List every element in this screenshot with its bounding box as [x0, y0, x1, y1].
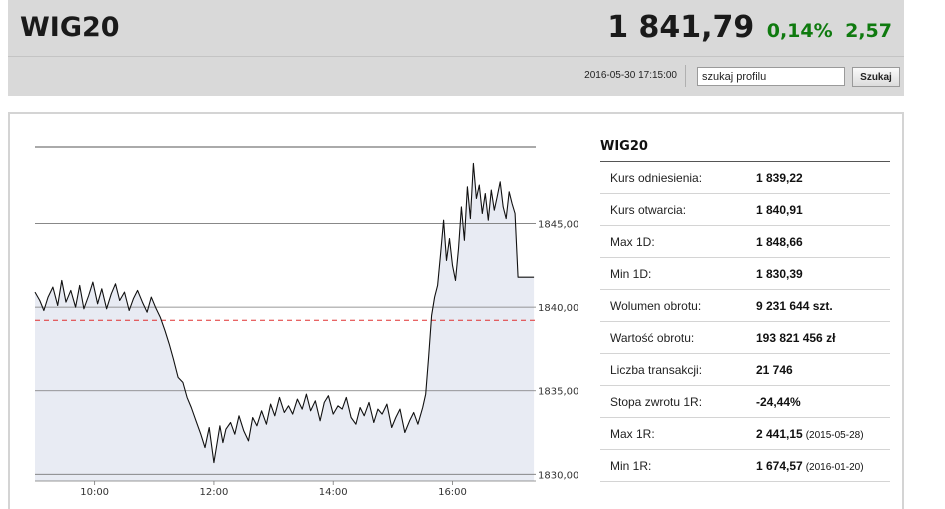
- details-row-label: Max 1R:: [610, 427, 655, 441]
- details-title: WIG20: [600, 136, 890, 162]
- intraday-chart: 1830,00 1835,00 1840,00 1845,00 10:00 12:00 14…: [18, 128, 578, 509]
- x-tick-label: 12:00: [200, 487, 229, 498]
- details-row-label: Wartość obrotu:: [610, 331, 695, 345]
- details-row: Wolumen obrotu: 9 231 644 szt.: [600, 290, 890, 322]
- details-row-label: Max 1D:: [610, 235, 655, 249]
- details-row-value-main: 1 840,91: [756, 203, 803, 217]
- details-row-label: Stopa zwrotu 1R:: [610, 395, 703, 409]
- details-row: Max 1R: 2 441,15 (2015-05-28): [600, 418, 890, 450]
- price-block: 1 841,79 0,14% 2,57: [607, 10, 892, 45]
- details-row-value: 1 840,91: [756, 203, 803, 217]
- search-button[interactable]: Szukaj: [852, 67, 900, 87]
- header-toolbar: 2016-05-30 17:15:00 Szukaj: [8, 58, 904, 96]
- details-row: Kurs otwarcia: 1 840,91: [600, 194, 890, 226]
- details-row-value: 1 848,66: [756, 235, 803, 249]
- details-row-value-main: 21 746: [756, 363, 793, 377]
- details-row-value: 1 839,22: [756, 171, 803, 185]
- details-row-value: 1 674,57 (2016-01-20): [756, 459, 864, 473]
- details-row-value: -24,44%: [756, 395, 801, 409]
- y-tick-label: 1840,00: [538, 303, 578, 314]
- details-row: Kurs odniesienia: 1 839,22: [600, 162, 890, 194]
- details-row-value: 9 231 644 szt.: [756, 299, 833, 313]
- details-row-value-main: 9 231 644 szt.: [756, 299, 833, 313]
- intraday-chart-svg: 1830,00 1835,00 1840,00 1845,00 10:00 12:00 14…: [34, 146, 578, 498]
- quote-details: WIG20 Kurs odniesienia: 1 839,22 Kurs otwa…: [600, 136, 890, 482]
- ticker-symbol: WIG20: [20, 12, 120, 43]
- details-row-label: Wolumen obrotu:: [610, 299, 702, 313]
- details-row: Wartość obrotu: 193 821 456 zł: [600, 322, 890, 354]
- details-row-value-main: -24,44%: [756, 395, 801, 409]
- quote-summary: WIG20 1 841,79 0,14% 2,57: [8, 0, 904, 57]
- details-table: Kurs odniesienia: 1 839,22 Kurs otwarcia: 1…: [600, 162, 890, 482]
- quote-timestamp: 2016-05-30 17:15:00: [584, 65, 686, 87]
- details-row-value: 2 441,15 (2015-05-28): [756, 427, 864, 441]
- price-area: [35, 163, 535, 481]
- x-tick-label: 10:00: [80, 487, 109, 498]
- price-line: [34, 162, 535, 464]
- details-row-value-main: 193 821 456 zł: [756, 331, 836, 345]
- x-tick-label: 14:00: [319, 487, 348, 498]
- x-tick-label: 16:00: [438, 487, 467, 498]
- details-row-value: 193 821 456 zł: [756, 331, 835, 345]
- details-row-label: Min 1D:: [610, 267, 652, 281]
- details-row-value-main: 1 839,22: [756, 171, 803, 185]
- details-row-value: 21 746: [756, 363, 793, 377]
- details-row-label: Min 1R:: [610, 459, 652, 473]
- profile-search-input[interactable]: [697, 67, 845, 86]
- change-absolute: 2,57: [845, 20, 892, 42]
- details-row-value-main: 1 830,39: [756, 267, 803, 281]
- details-row-note: (2016-01-20): [805, 462, 864, 473]
- details-row-note: (2015-05-28): [805, 430, 864, 441]
- details-row: Stopa zwrotu 1R: -24,44%: [600, 386, 890, 418]
- details-row-value-main: 1 674,57: [756, 459, 803, 473]
- details-row-label: Liczba transakcji:: [610, 363, 703, 377]
- details-row: Min 1D: 1 830,39: [600, 258, 890, 290]
- y-tick-label: 1830,00: [538, 470, 578, 481]
- details-row-value-main: 1 848,66: [756, 235, 803, 249]
- details-row: Max 1D: 1 848,66: [600, 226, 890, 258]
- details-row: Min 1R: 1 674,57 (2016-01-20): [600, 450, 890, 482]
- change-percent: 0,14%: [766, 20, 833, 42]
- details-row: Liczba transakcji: 21 746: [600, 354, 890, 386]
- details-row-label: Kurs otwarcia:: [610, 203, 687, 217]
- y-tick-label: 1845,00: [538, 220, 578, 231]
- details-row-value: 1 830,39: [756, 267, 803, 281]
- quote-header: WIG20 1 841,79 0,14% 2,57 2016-05-30 17:…: [8, 0, 904, 96]
- last-price: 1 841,79: [607, 10, 755, 45]
- y-tick-label: 1835,00: [538, 387, 578, 398]
- details-row-value-main: 2 441,15: [756, 427, 803, 441]
- details-row-label: Kurs odniesienia:: [610, 171, 703, 185]
